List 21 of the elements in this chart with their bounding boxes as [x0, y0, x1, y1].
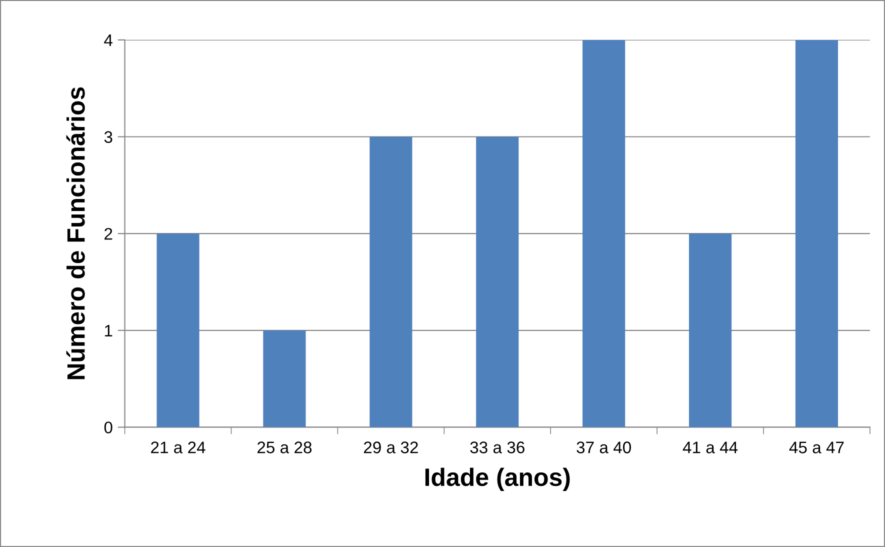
y-tick-label: 3 [104, 131, 112, 143]
x-tick-label: 25 a 28 [258, 442, 312, 454]
y-tick-label: 4 [104, 34, 112, 46]
bar [263, 330, 306, 428]
x-tick-label: 29 a 32 [364, 442, 418, 454]
bar [476, 136, 519, 428]
bar [370, 136, 412, 428]
x-tick-label: 45 a 47 [789, 442, 844, 454]
x-axis-title: Idade (anos) [425, 468, 570, 492]
bar [582, 40, 626, 428]
y-tick-label: 1 [104, 324, 112, 336]
x-tick-label: 37 a 40 [576, 442, 631, 454]
bar [795, 40, 838, 428]
bar [156, 234, 200, 428]
x-tick-label: 21 a 24 [151, 442, 206, 454]
y-tick-label: 0 [104, 422, 112, 434]
x-tick-label: 41 a 44 [682, 442, 738, 454]
x-tick-label: 33 a 36 [470, 442, 524, 454]
y-axis-title: Número de Funcionários [66, 87, 85, 380]
bar [688, 234, 732, 428]
y-tick-label: 2 [104, 228, 112, 240]
